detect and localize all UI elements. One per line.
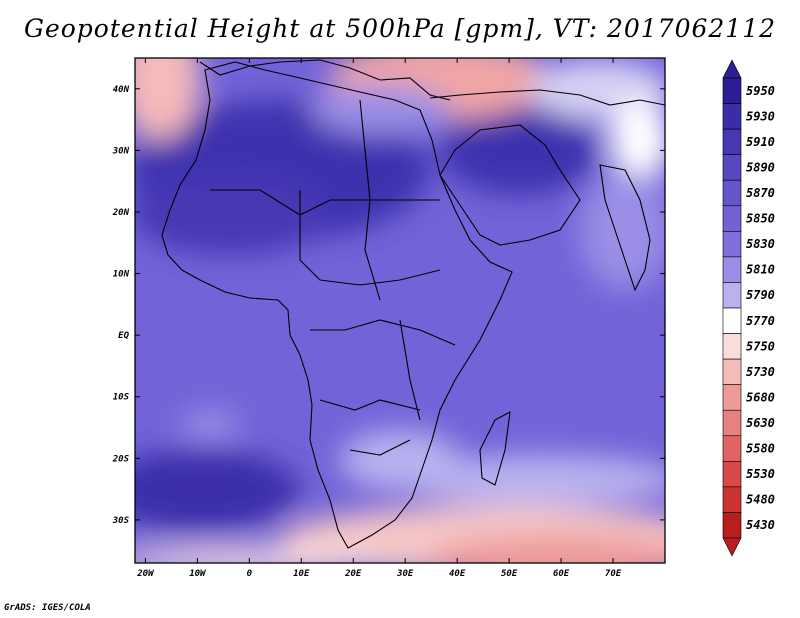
lon-label: 40E [449,569,466,579]
colorbar-label: 5680 [746,390,775,404]
lon-label: 20W [136,569,155,579]
lat-label: 20N [112,208,130,218]
colorbar: 5950 5930 5910 5890 5870 5850 5830 5810 5790 5770… [722,59,775,557]
colorbar-label: 5890 [746,160,775,174]
colorbar-swatch [722,282,742,309]
colorbar-label: 5430 [746,518,775,532]
colorbar-max-arrow [722,59,742,79]
colorbar-label: 5770 [746,314,775,328]
longitude-axis: 20W 10W 0 10E 20E 30E 40E 50E 60E 70E [136,58,622,579]
lon-label: 20E [344,569,362,579]
lat-label: EQ [118,331,129,341]
colorbar-min-arrow [722,537,742,557]
lon-label: 30E [396,569,414,579]
colorbar-swatch [722,512,742,539]
colorbar-label: 5530 [746,467,775,481]
lat-label: 20S [112,454,130,464]
colorbar-swatch [722,256,742,283]
colorbar-label: 5870 [746,186,775,200]
colorbar-label: 5950 [746,84,775,98]
colorbar-swatch [722,358,742,385]
lon-label: 50E [501,569,518,579]
colorbar-swatch [722,154,742,181]
lat-label: 10S [113,393,130,403]
lat-label: 10N [113,270,130,280]
colorbar-swatch [722,486,742,513]
colorbar-swatch [722,333,742,360]
lon-label: 60E [553,569,570,579]
colorbar-swatch [722,435,742,462]
height-field [135,58,665,563]
colorbar-label: 5750 [746,339,775,353]
lat-label: 30S [112,516,130,526]
colorbar-swatch [722,205,742,232]
colorbar-label: 5480 [746,493,775,507]
map-title: Geopotential Height at 500hPa [gpm], VT:… [23,14,777,43]
colorbar-label: 5830 [746,237,775,251]
colorbar-swatch [722,128,742,155]
plot-frame [134,57,666,564]
lon-label: 10W [189,569,207,579]
colorbar-swatch [722,77,742,104]
lat-label: 30N [112,146,130,156]
grads-credit: GrADS: IGES/COLA [4,603,91,613]
coastlines [161,59,665,549]
colorbar-swatch [722,103,742,130]
colorbar-label: 5850 [746,212,775,226]
lon-label: 0 [247,569,253,579]
colorbar-swatch [722,461,742,488]
colorbar-label: 5580 [746,442,775,456]
colorbar-label: 5910 [746,135,775,149]
colorbar-swatch [722,307,742,334]
colorbar-swatch [722,384,742,411]
colorbar-label: 5630 [746,416,775,430]
colorbar-swatch [722,409,742,437]
colorbar-label: 5730 [746,365,775,379]
colorbar-label: 5790 [746,288,775,302]
latitude-axis: 40N 30N 20N 10N EQ 10S 20S 30S [112,85,665,526]
colorbar-label: 5810 [746,263,775,277]
lat-label: 40N [113,85,130,95]
lon-label: 10E [293,569,310,579]
colorbar-swatch [722,179,742,207]
colorbar-swatch [722,231,742,258]
colorbar-label: 5930 [746,109,775,123]
lon-label: 70E [605,569,622,579]
